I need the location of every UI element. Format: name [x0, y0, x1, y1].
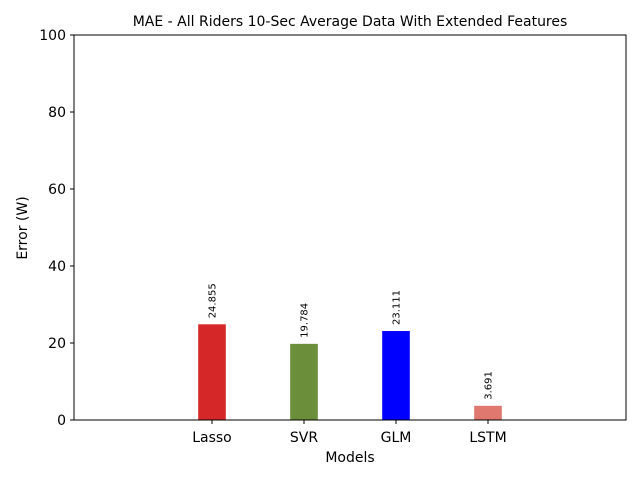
- x-tick-label: LSTM: [469, 430, 506, 446]
- bar-glm: [382, 331, 410, 420]
- y-tick-label: 80: [48, 105, 66, 121]
- x-tick-label: GLM: [381, 430, 412, 446]
- plot-background: [74, 35, 626, 420]
- bar-svr: [290, 343, 318, 420]
- x-tick-label: Lasso: [192, 430, 232, 446]
- y-tick-label: 60: [48, 182, 66, 198]
- plot-frame: [73, 34, 627, 421]
- bars: [198, 324, 502, 420]
- chart-title: MAE - All Riders 10-Sec Average Data Wit…: [133, 14, 568, 30]
- bar-value-label: 3.691: [484, 371, 495, 400]
- y-tick-label: 0: [57, 413, 66, 429]
- y-tick-label: 100: [39, 28, 66, 44]
- x-tick-label: SVR: [290, 430, 318, 446]
- y-axis-label: Error (W): [15, 196, 31, 259]
- y-axis-ticks: 0 20 40 60 80 100: [39, 28, 74, 429]
- bar-lstm: [474, 405, 502, 420]
- bar-value-label: 19.784: [300, 303, 311, 338]
- value-labels: 24.855 19.784 23.111 3.691: [208, 283, 495, 399]
- x-axis-ticks: Lasso SVR GLM LSTM: [192, 420, 507, 446]
- x-axis-label: Models: [325, 450, 374, 466]
- bar-value-label: 24.855: [208, 283, 219, 318]
- y-tick-label: 20: [48, 336, 66, 352]
- y-tick-label: 40: [48, 259, 66, 275]
- bar-lasso: [198, 324, 226, 420]
- bar-value-label: 23.111: [392, 290, 403, 325]
